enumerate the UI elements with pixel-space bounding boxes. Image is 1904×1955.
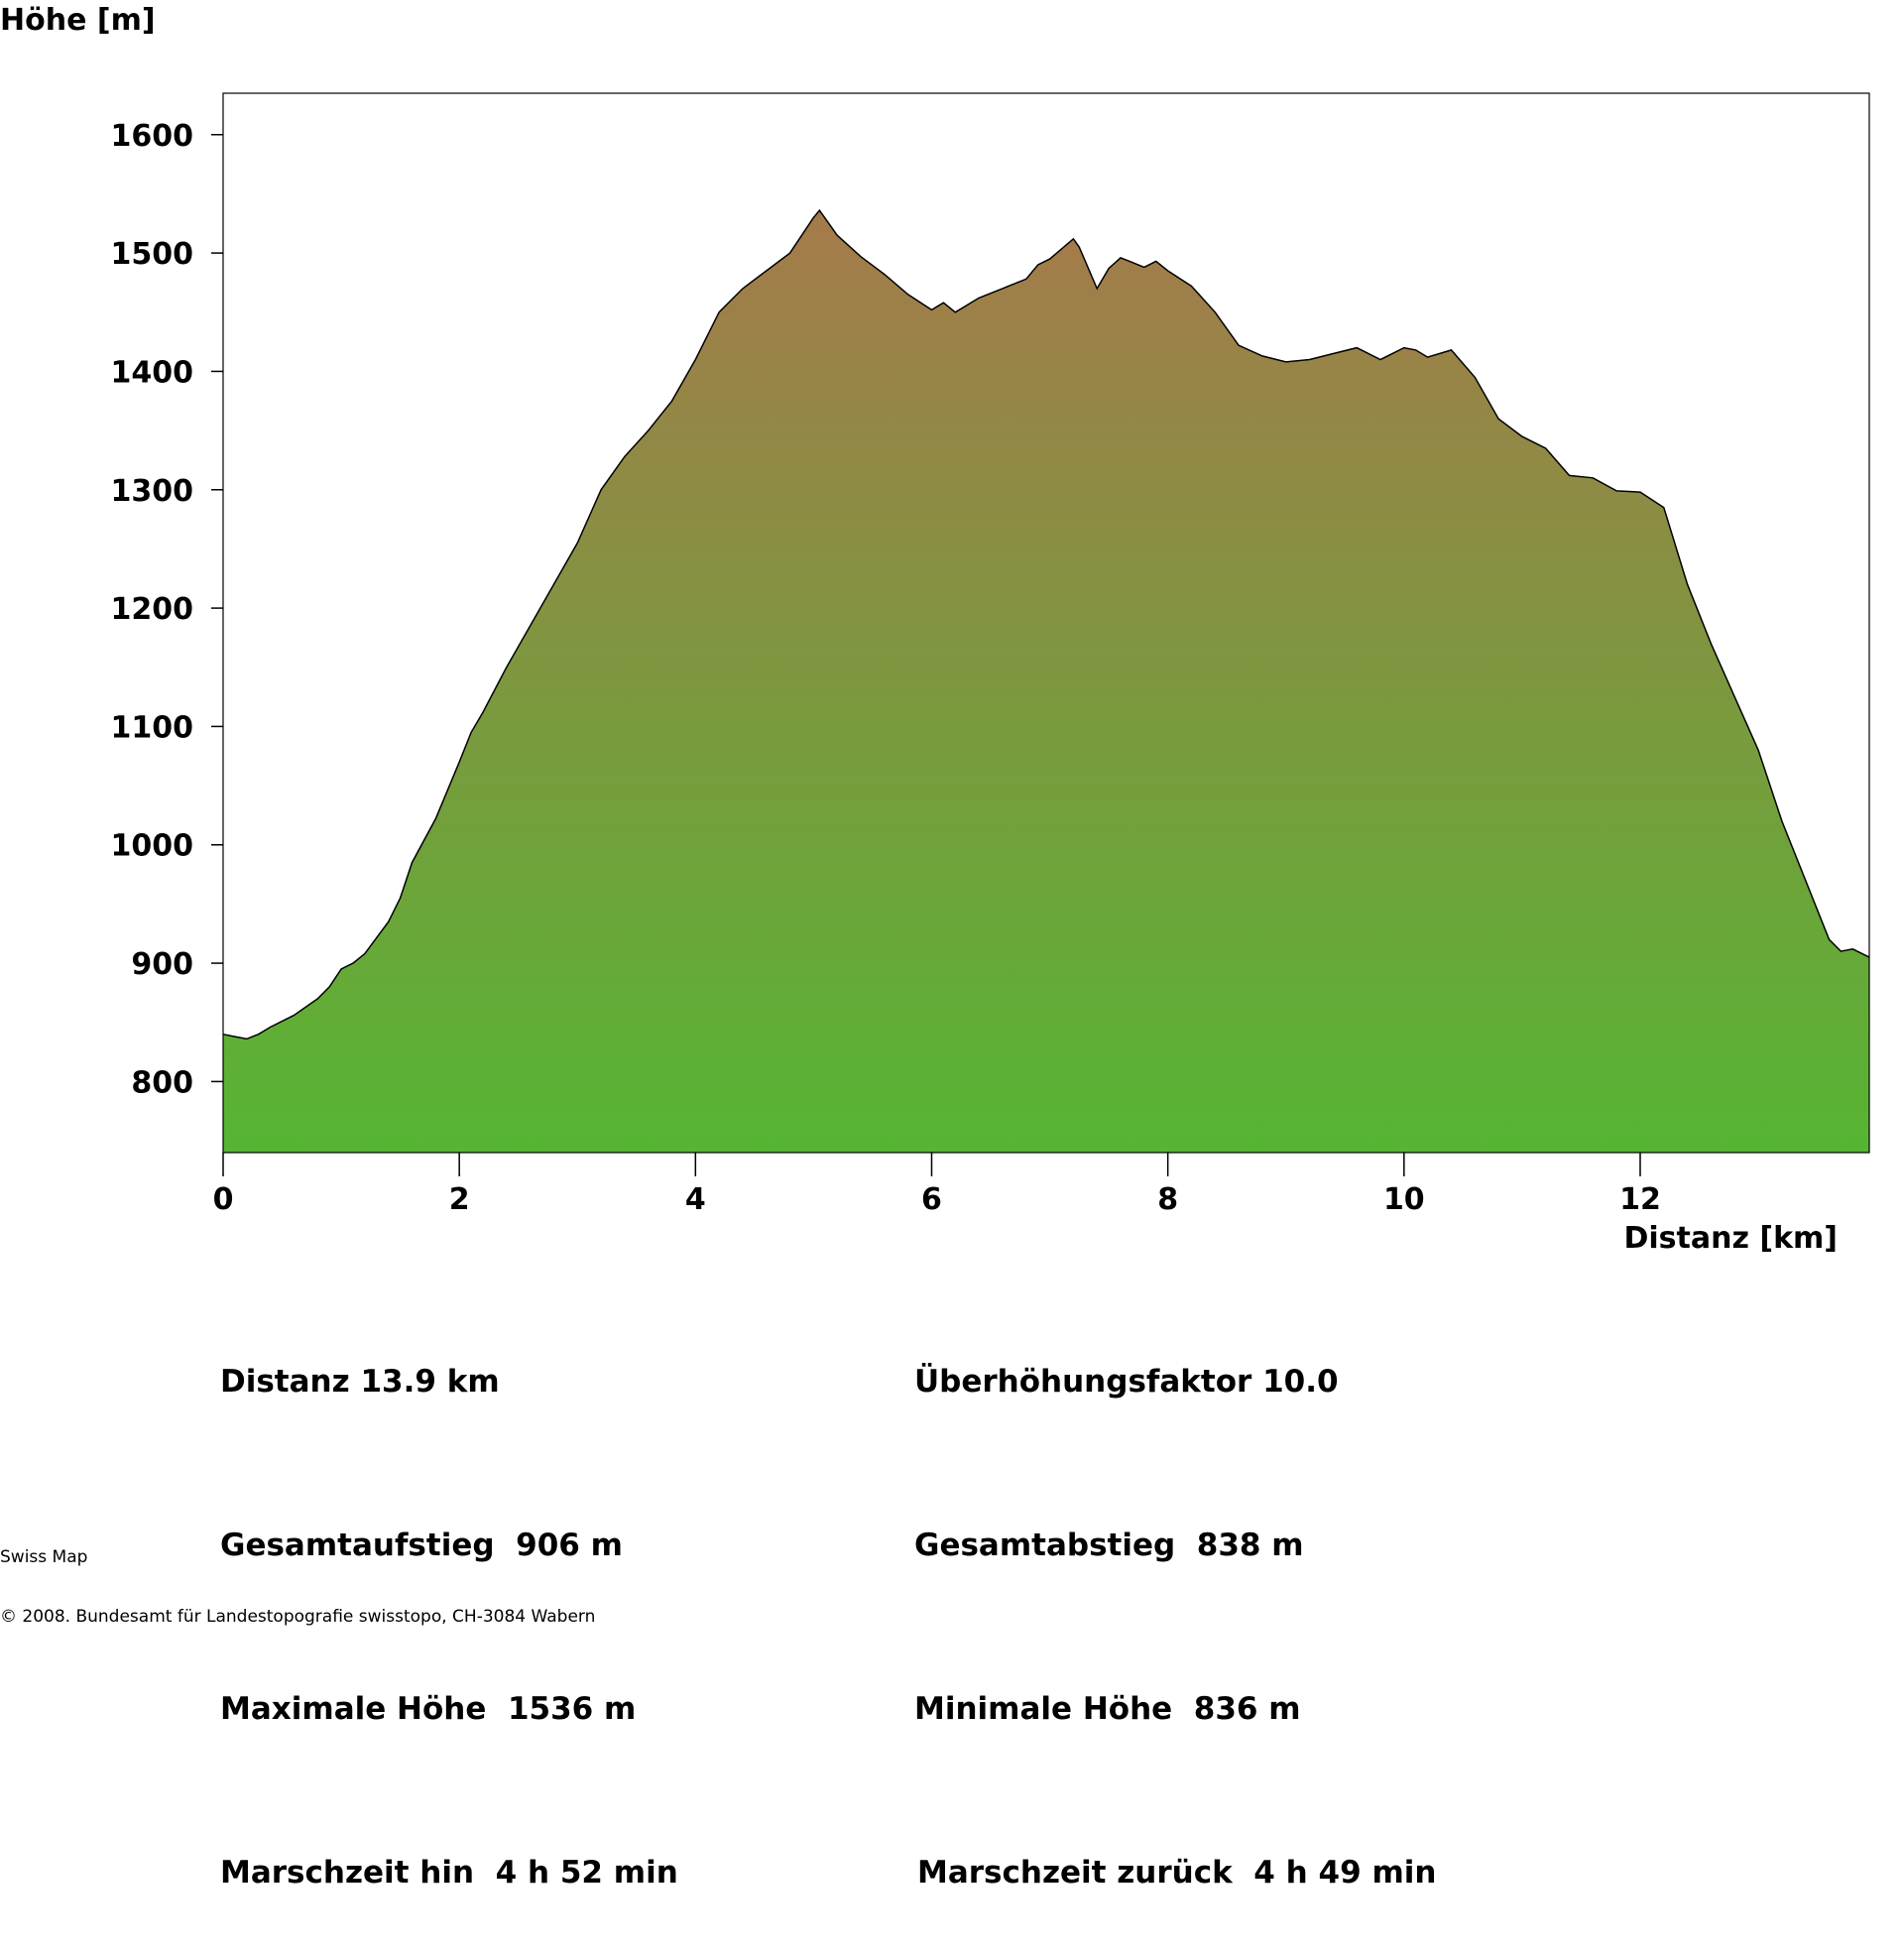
footer-copyright: © 2008. Bundesamt für Landestopografie s… <box>0 1607 596 1627</box>
y-tick-label: 1400 <box>111 355 194 390</box>
y-tick-label: 900 <box>131 947 193 982</box>
x-axis-label: Distanz [km] <box>1623 1221 1838 1256</box>
stat-max-height: Maximale Höhe 1536 m <box>220 1691 637 1727</box>
x-tick-label: 12 <box>1619 1182 1661 1217</box>
y-tick-label: 1100 <box>111 710 194 745</box>
y-tick-label: 1500 <box>111 237 194 272</box>
y-tick-label: 1300 <box>111 474 194 509</box>
y-tick-label: 1200 <box>111 592 194 627</box>
x-tick-label: 2 <box>449 1182 470 1217</box>
elevation-line <box>222 208 1870 1040</box>
x-tick-label: 4 <box>685 1182 706 1217</box>
x-tick-label: 8 <box>1157 1182 1178 1217</box>
footer-source: Swiss Map <box>0 1547 88 1567</box>
stat-walk-time-back: Marschzeit zurück 4 h 49 min <box>917 1855 1437 1891</box>
elevation-area <box>223 210 1869 1154</box>
stat-distance: Distanz 13.9 km <box>220 1364 500 1400</box>
stat-total-descent: Gesamtabstieg 838 m <box>914 1527 1304 1563</box>
stats-right-column: Überhöhungsfaktor 10.0 Gesamtabstieg 838… <box>914 1246 1436 1955</box>
x-tick-label: 10 <box>1383 1182 1425 1217</box>
elevation-profile-chart: Höhe [m] 800 900 1000 1100 1200 1300 1400 1500 1… <box>0 3 1870 1256</box>
stat-min-height: Minimale Höhe 836 m <box>914 1691 1301 1727</box>
y-axis-label: Höhe [m] <box>0 3 156 38</box>
stat-total-ascent: Gesamtaufstieg 906 m <box>220 1527 623 1563</box>
y-tick-label: 1600 <box>111 119 194 154</box>
x-tick-label: 0 <box>213 1182 234 1217</box>
stat-walk-time-out: Marschzeit hin 4 h 52 min <box>220 1855 678 1891</box>
plot-frame <box>222 92 1870 1154</box>
copyright-footer: Swiss Map © 2008. Bundesamt für Landesto… <box>0 1508 595 1647</box>
y-tick-label: 800 <box>131 1065 193 1100</box>
x-tick-label: 6 <box>921 1182 942 1217</box>
y-tick-label: 1000 <box>111 829 194 864</box>
stat-exaggeration-factor: Überhöhungsfaktor 10.0 <box>914 1364 1339 1400</box>
